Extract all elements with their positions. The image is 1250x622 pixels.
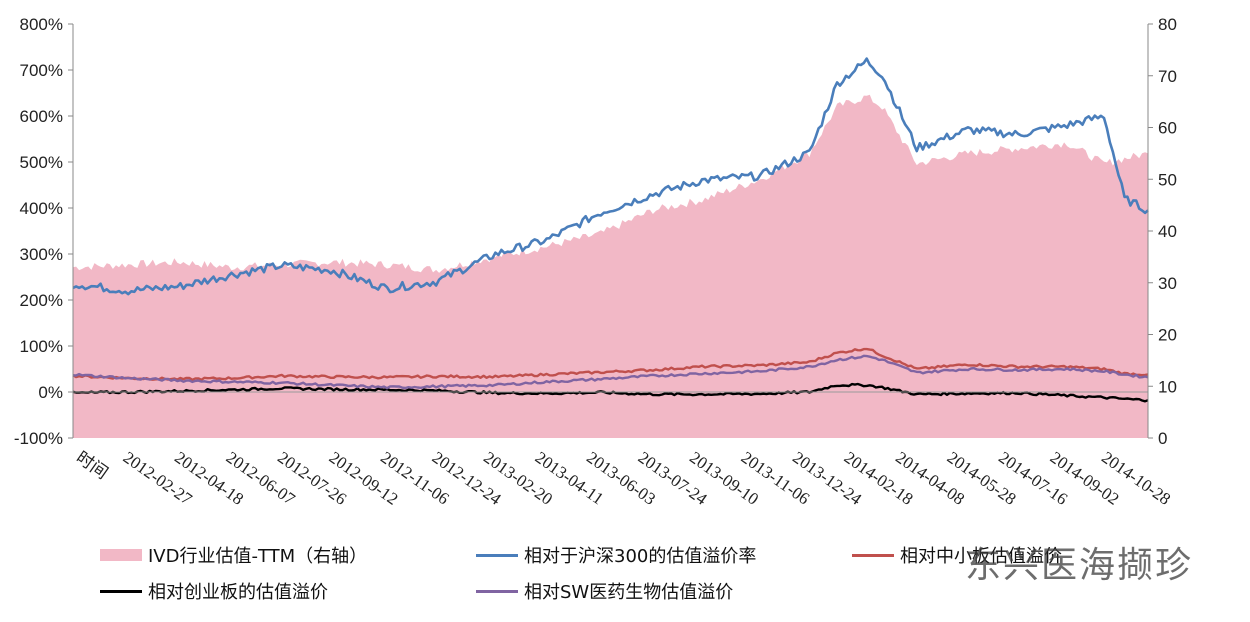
chart: 800% 700% 600% 500% 400% 300% 200% 100% 0% -100% 8… xyxy=(14,15,1177,509)
legend-label-gem: 相对创业板的估值溢价 xyxy=(148,582,328,603)
legend: IVD行业估值-TTM（右轴） 相对于沪深300的估值溢价率 相对中小板估值溢价… xyxy=(100,538,1200,618)
right-tick-label: 60 xyxy=(1158,119,1177,138)
left-tick-label: 500% xyxy=(20,153,63,172)
series-line-smb xyxy=(72,347,1149,381)
series-line-sw xyxy=(72,354,1149,390)
series-area-ivd xyxy=(73,94,1148,438)
legend-item-sw: 相对SW医药生物估值溢价 xyxy=(476,578,733,604)
right-tick-label: 80 xyxy=(1158,15,1177,34)
legend-item-ivd: IVD行业估值-TTM（右轴） xyxy=(100,542,367,568)
legend-label-smb: 相对中小板估值溢价 xyxy=(900,546,1062,567)
series-line-gem xyxy=(72,382,1149,403)
legend-swatch-ivd xyxy=(100,549,142,561)
left-tick-label: 600% xyxy=(20,107,63,126)
lines-layer xyxy=(72,57,1149,403)
left-tick-label: 100% xyxy=(20,337,63,356)
left-tick-label: 300% xyxy=(20,245,63,264)
legend-swatch-gem xyxy=(100,589,142,593)
left-tick-label: -100% xyxy=(14,429,63,448)
right-tick-label: 40 xyxy=(1158,222,1177,241)
left-tick-label: 700% xyxy=(20,61,63,80)
left-tick-label: 400% xyxy=(20,199,63,218)
left-tick-label: 800% xyxy=(20,15,63,34)
legend-swatch-hs300 xyxy=(476,553,518,557)
right-tick-label: 0 xyxy=(1158,429,1167,448)
left-tick-label: 0% xyxy=(38,383,63,402)
x-axis-label: 时间 xyxy=(73,448,112,483)
left-tick-label: 200% xyxy=(20,291,63,310)
legend-label-hs300: 相对于沪深300的估值溢价率 xyxy=(524,546,757,567)
legend-label-sw: 相对SW医药生物估值溢价 xyxy=(524,582,734,603)
legend-swatch-smb xyxy=(852,553,894,557)
right-tick-label: 20 xyxy=(1158,326,1177,345)
legend-item-hs300: 相对于沪深300的估值溢价率 xyxy=(476,542,756,568)
legend-swatch-sw xyxy=(476,589,518,593)
legend-item-gem: 相对创业板的估值溢价 xyxy=(100,578,328,604)
legend-item-smb: 相对中小板估值溢价 xyxy=(852,542,1062,568)
area-layer xyxy=(73,94,1148,438)
right-tick-label: 30 xyxy=(1158,274,1177,293)
right-tick-label: 50 xyxy=(1158,170,1177,189)
series-line-hs300 xyxy=(72,57,1149,296)
right-tick-label: 10 xyxy=(1158,377,1177,396)
legend-label-ivd: IVD行业估值-TTM（右轴） xyxy=(148,546,368,567)
right-tick-label: 70 xyxy=(1158,67,1177,86)
